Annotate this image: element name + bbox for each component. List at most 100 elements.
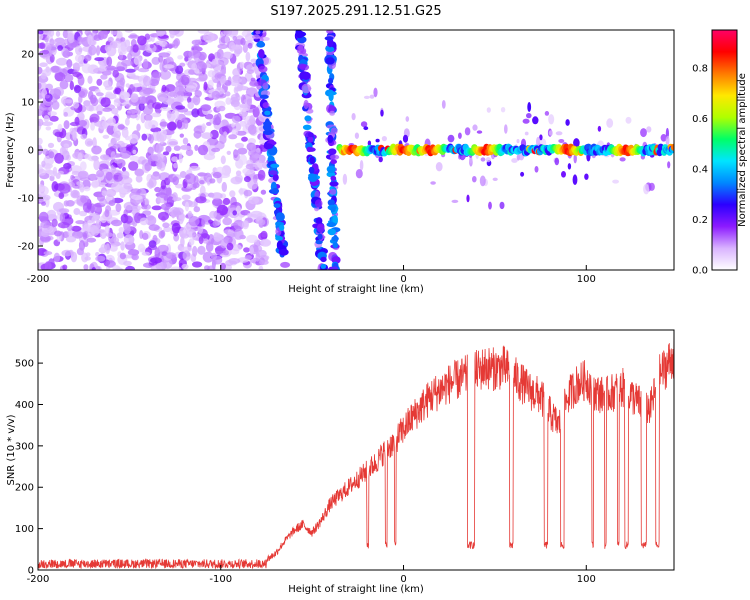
noise-speckle bbox=[123, 260, 132, 266]
streak-blob bbox=[273, 203, 281, 209]
noise-speckle bbox=[199, 185, 206, 196]
noise-speckle bbox=[82, 202, 92, 213]
carrier-spread bbox=[472, 124, 478, 131]
x-tick-label: -100 bbox=[209, 274, 232, 285]
noise-speckle bbox=[179, 227, 188, 238]
noise-speckle bbox=[212, 220, 218, 227]
noise-speckle bbox=[161, 84, 167, 92]
carrier-spread bbox=[486, 107, 491, 113]
noise-speckle bbox=[201, 123, 206, 132]
carrier-spread bbox=[648, 182, 655, 191]
noise-speckle bbox=[184, 56, 189, 62]
noise-speckle bbox=[49, 38, 55, 46]
noise-speckle bbox=[131, 87, 142, 92]
streak-blob bbox=[324, 36, 334, 41]
noise-speckle bbox=[92, 137, 97, 148]
noise-speckle bbox=[89, 94, 97, 104]
noise-speckle bbox=[77, 152, 83, 162]
carrier-spread bbox=[548, 130, 554, 136]
noise-speckle bbox=[55, 30, 61, 37]
carrier-spread bbox=[402, 134, 409, 143]
noise-speckle bbox=[78, 90, 86, 97]
carrier-spread bbox=[511, 158, 518, 163]
noise-speckle bbox=[163, 258, 173, 270]
noise-speckle bbox=[178, 152, 183, 164]
noise-speckle bbox=[162, 151, 170, 156]
noise-speckle bbox=[224, 80, 232, 86]
noise-speckle bbox=[204, 113, 214, 120]
noise-speckle bbox=[38, 82, 42, 90]
noise-speckle bbox=[175, 65, 184, 74]
noise-speckle bbox=[166, 121, 177, 131]
noise-speckle bbox=[69, 127, 75, 135]
noise-speckle bbox=[184, 201, 190, 212]
carrier-spread bbox=[612, 179, 619, 184]
noise-speckle bbox=[247, 179, 259, 190]
streak-blob bbox=[330, 206, 336, 213]
noise-speckle bbox=[42, 148, 49, 155]
noise-speckle bbox=[252, 106, 260, 118]
streak-blob bbox=[326, 222, 337, 228]
noise-speckle bbox=[127, 52, 133, 61]
noise-speckle bbox=[220, 155, 226, 165]
noise-speckle bbox=[148, 240, 157, 248]
x-tick-label: -200 bbox=[27, 274, 50, 285]
noise-speckle bbox=[38, 108, 44, 116]
noise-speckle bbox=[151, 71, 162, 79]
noise-speckle bbox=[206, 121, 212, 126]
noise-speckle bbox=[158, 230, 165, 239]
noise-speckle bbox=[212, 198, 223, 207]
noise-speckle bbox=[53, 252, 61, 263]
noise-speckle bbox=[132, 83, 142, 88]
noise-speckle bbox=[84, 153, 92, 160]
noise-speckle bbox=[48, 151, 55, 159]
noise-speckle bbox=[57, 221, 70, 229]
noise-speckle bbox=[79, 161, 87, 171]
noise-speckle bbox=[116, 232, 124, 239]
carrier-spread bbox=[597, 125, 602, 132]
noise-speckle bbox=[216, 112, 222, 124]
streak-blob bbox=[307, 132, 314, 138]
noise-speckle bbox=[119, 150, 131, 159]
noise-speckle bbox=[150, 265, 162, 270]
snr-frame bbox=[37, 329, 675, 571]
noise-speckle bbox=[100, 215, 108, 224]
noise-speckle bbox=[197, 144, 209, 156]
noise-speckle bbox=[132, 44, 139, 53]
noise-speckle bbox=[106, 45, 117, 57]
noise-speckle bbox=[117, 124, 125, 130]
noise-speckle bbox=[98, 65, 107, 72]
noise-speckle bbox=[245, 51, 251, 62]
noise-speckle bbox=[124, 30, 134, 33]
carrier-spread bbox=[558, 139, 565, 143]
noise-speckle bbox=[244, 255, 252, 260]
streak-blob bbox=[330, 159, 338, 165]
carrier-spread bbox=[369, 94, 375, 99]
streak-blob bbox=[330, 127, 338, 135]
carrier-spread bbox=[534, 166, 539, 173]
noise-speckle bbox=[58, 208, 70, 214]
noise-speckle bbox=[246, 69, 255, 74]
noise-speckle bbox=[125, 68, 136, 73]
noise-speckle bbox=[84, 256, 91, 261]
noise-speckle bbox=[38, 30, 44, 35]
noise-speckle bbox=[222, 217, 232, 226]
noise-speckle bbox=[85, 104, 93, 111]
noise-speckle bbox=[87, 75, 93, 85]
noise-speckle bbox=[57, 45, 63, 51]
noise-speckle bbox=[41, 160, 46, 167]
noise-speckle bbox=[129, 155, 140, 161]
streak-blob bbox=[301, 71, 311, 80]
noise-speckle bbox=[209, 178, 216, 184]
noise-speckle bbox=[241, 136, 248, 142]
carrier-spread bbox=[354, 132, 359, 139]
noise-speckle bbox=[238, 154, 248, 166]
streak-blob bbox=[332, 214, 339, 225]
noise-speckle bbox=[148, 154, 159, 162]
colorbar-tick-label: 0.0 bbox=[692, 266, 708, 277]
streak-blob bbox=[262, 82, 269, 90]
noise-speckle bbox=[260, 230, 268, 240]
noise-speckle bbox=[85, 252, 91, 257]
noise-speckle bbox=[110, 151, 116, 160]
noise-speckle bbox=[172, 176, 179, 186]
